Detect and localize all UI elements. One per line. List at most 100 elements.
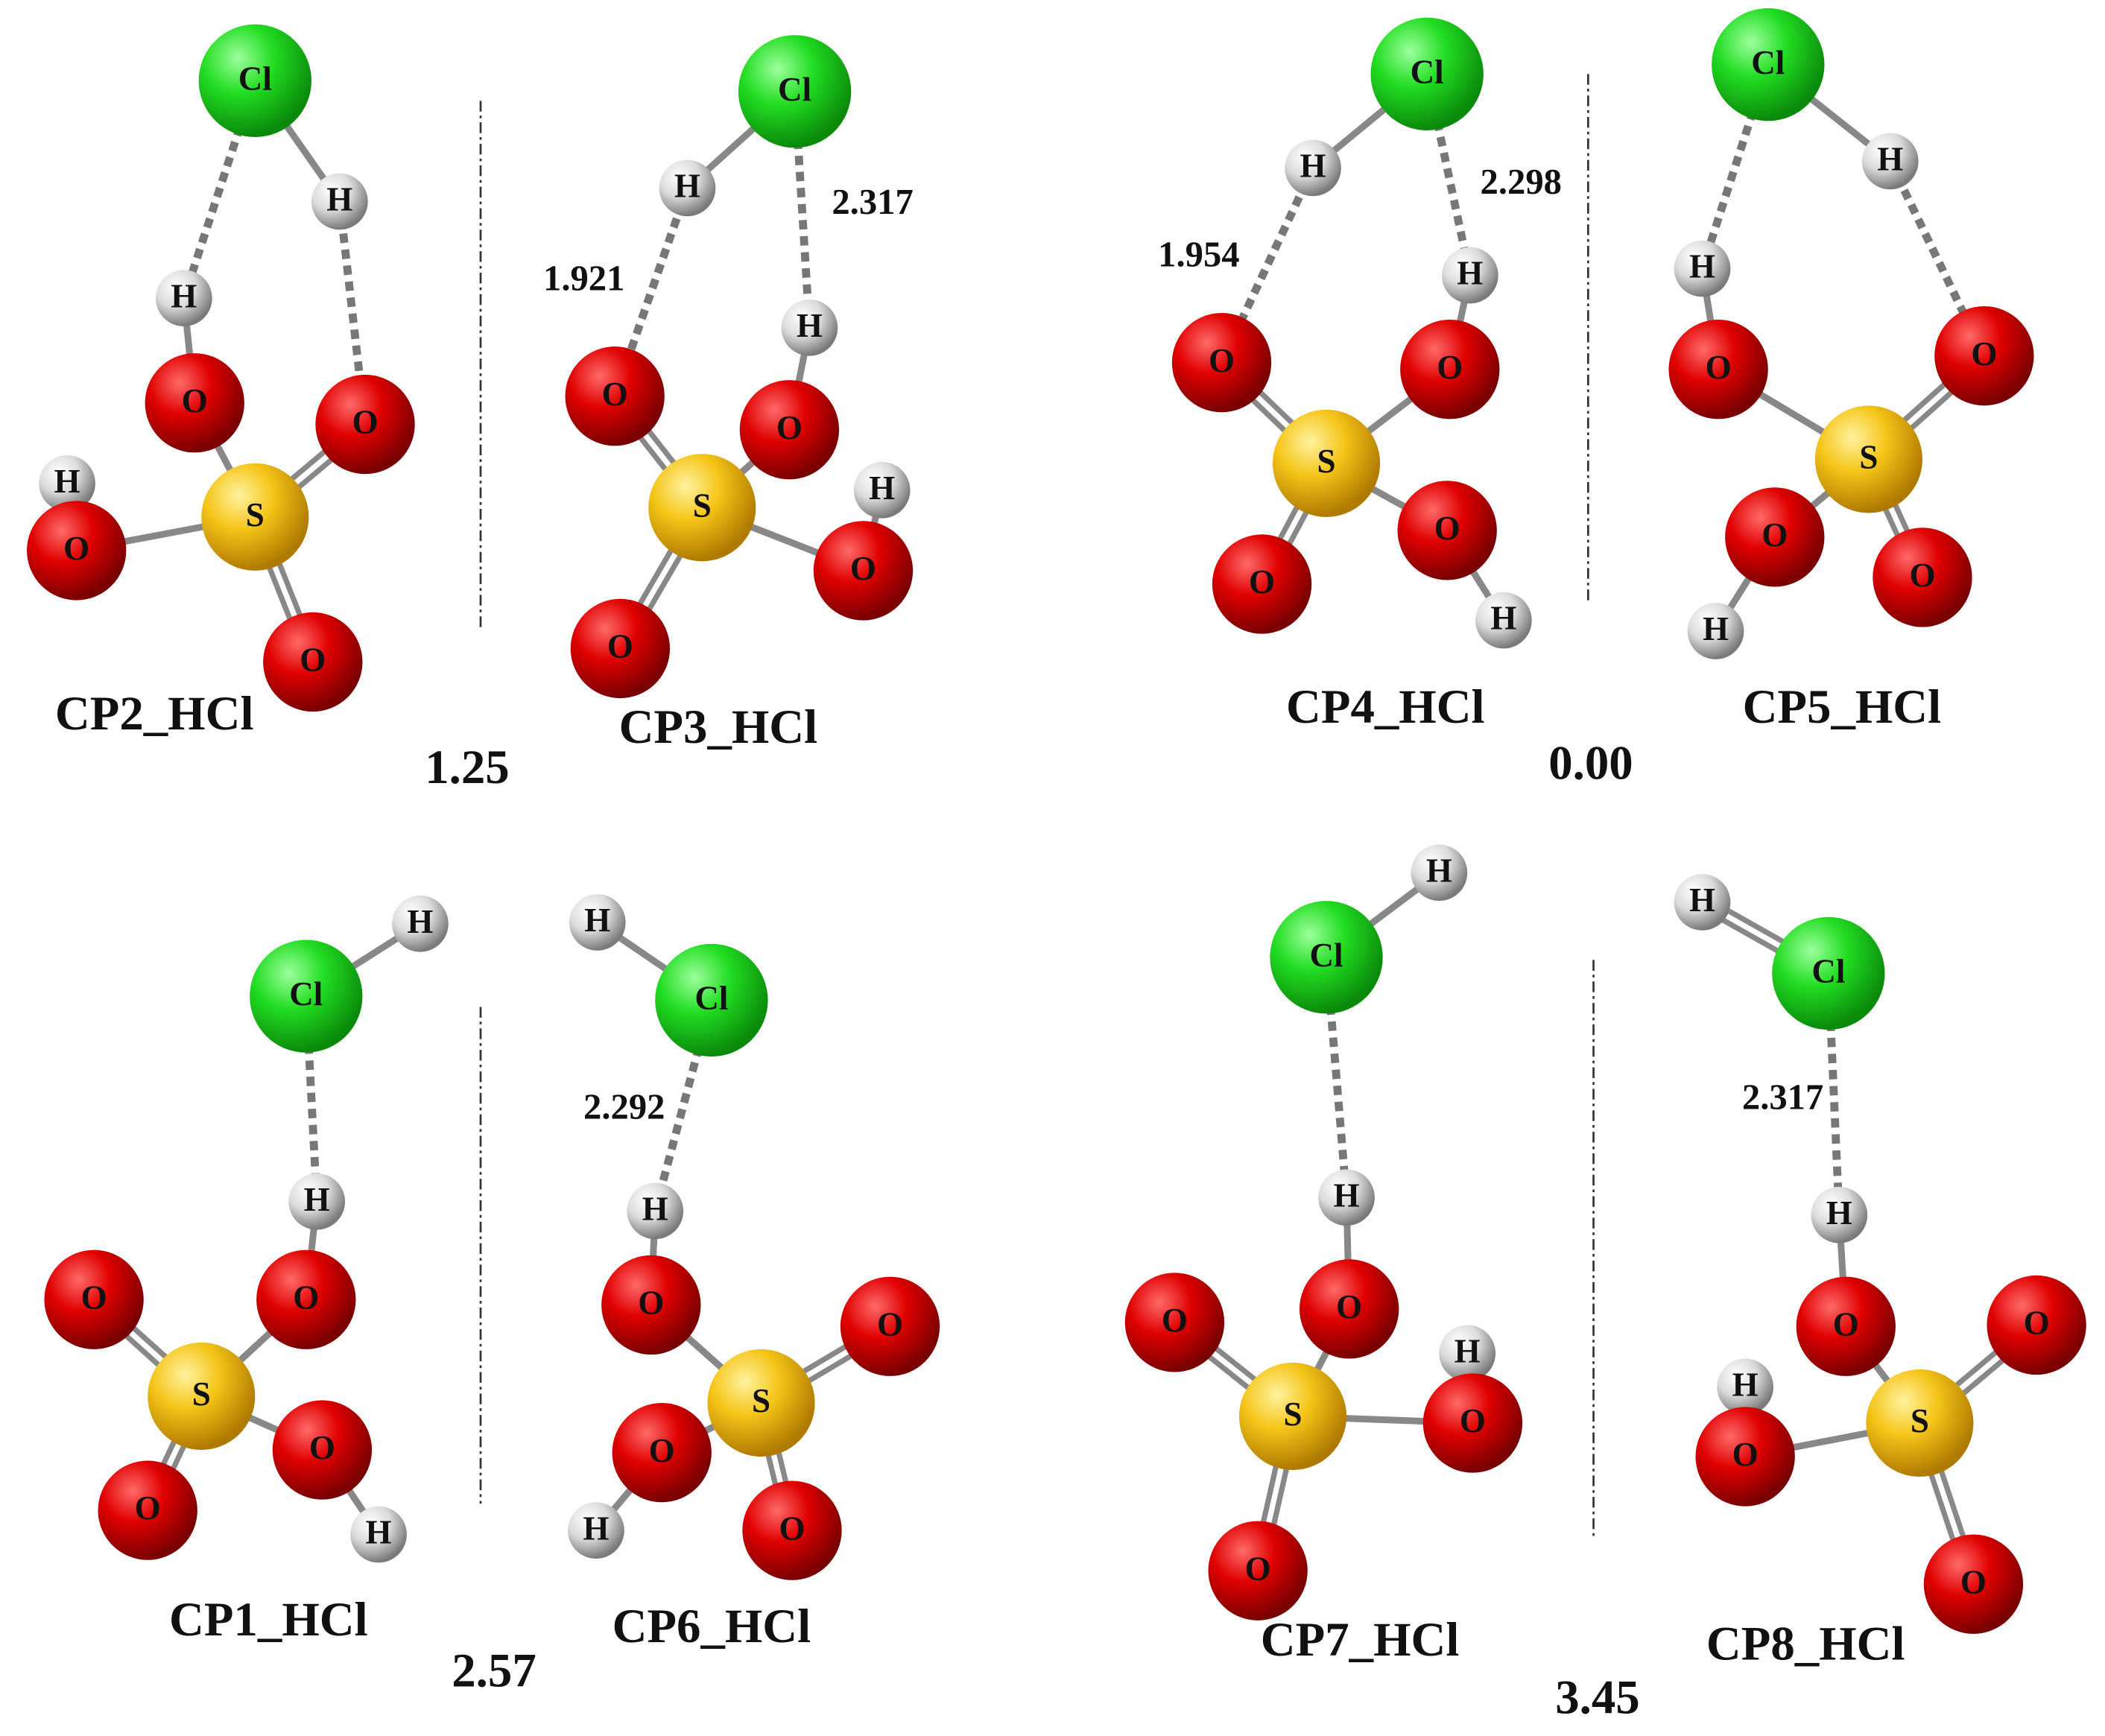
distance-label: 2.317 xyxy=(1742,1077,1823,1118)
atom xyxy=(570,598,671,699)
atom xyxy=(853,461,911,519)
atom-label: H xyxy=(1732,1366,1759,1403)
atom xyxy=(648,454,756,562)
atom-label: O xyxy=(1706,349,1732,386)
atom xyxy=(1987,1275,2086,1375)
atom-label: O xyxy=(776,409,803,446)
atom xyxy=(350,1506,407,1563)
atom-label: S xyxy=(693,487,712,524)
atom xyxy=(1212,534,1312,634)
atom xyxy=(659,159,716,217)
distance-label: 2.317 xyxy=(832,182,913,222)
atom-label: H xyxy=(54,463,80,500)
atom xyxy=(198,24,311,137)
atom xyxy=(1923,1534,2024,1634)
molecule: Cl H H O O S O O H 1.954 2.298 CP4_HCl xyxy=(1158,17,1562,734)
atom xyxy=(1441,247,1498,304)
atom-label: O xyxy=(779,1510,805,1547)
atom-label: S xyxy=(1911,1402,1929,1439)
atom xyxy=(655,943,768,1057)
atom-label: H xyxy=(1689,881,1715,919)
molecule: H Cl H O O S O H O 2.292 CP6_HCl xyxy=(568,894,940,1653)
atom-label: H xyxy=(1490,600,1516,637)
atom-label: O xyxy=(352,404,379,441)
atom-label: O xyxy=(638,1284,664,1322)
atom-label: O xyxy=(1460,1402,1486,1439)
atom xyxy=(1668,320,1768,419)
atom-label: O xyxy=(1245,1550,1271,1587)
relative-energy: 2.57 xyxy=(452,1644,536,1698)
atom-label: O xyxy=(182,382,208,419)
atom xyxy=(813,521,914,621)
relative-energy: 0.00 xyxy=(1548,737,1633,791)
atom xyxy=(288,1173,346,1230)
atom xyxy=(1272,409,1381,517)
atom-label: O xyxy=(1249,563,1275,601)
atom-label: O xyxy=(1971,335,1997,373)
atom-label: H xyxy=(1877,141,1903,178)
atom-label: S xyxy=(192,1375,211,1413)
atom xyxy=(738,35,852,148)
molecule-label: CP3_HCl xyxy=(619,700,818,754)
atom xyxy=(1300,1259,1399,1359)
atom xyxy=(1712,8,1825,121)
atom xyxy=(250,940,363,1053)
atom-label: O xyxy=(1761,516,1788,554)
relative-energy: 1.25 xyxy=(425,741,509,794)
atom-label: H xyxy=(674,168,700,205)
molecule-label: CP2_HCl xyxy=(55,687,254,741)
atom xyxy=(612,1402,712,1503)
atom-label: H xyxy=(304,1181,330,1218)
atom-label: H xyxy=(326,181,352,218)
hydrogen-bond xyxy=(335,200,370,425)
atom xyxy=(1796,1276,1896,1376)
atom xyxy=(1772,916,1885,1030)
molecule-label: CP5_HCl xyxy=(1743,680,1942,734)
atom xyxy=(1270,901,1383,1014)
atom xyxy=(1285,139,1341,197)
atom-label: H xyxy=(1457,255,1483,292)
atom-label: H xyxy=(1334,1176,1360,1214)
atom xyxy=(1400,320,1500,419)
atom xyxy=(1422,1373,1523,1473)
molecule-label: CP1_HCl xyxy=(169,1593,368,1647)
atom-label: O xyxy=(850,550,876,587)
molecule-label: CP7_HCl xyxy=(1261,1613,1460,1667)
atom xyxy=(1934,306,2034,406)
atom xyxy=(256,1249,356,1349)
atom xyxy=(627,1182,684,1240)
distance-label: 2.292 xyxy=(583,1086,665,1127)
atom xyxy=(1238,1362,1347,1471)
atom-label: O xyxy=(293,1279,319,1316)
relative-energy: 3.45 xyxy=(1555,1671,1639,1725)
atom-label: H xyxy=(1454,1332,1481,1369)
atom xyxy=(1439,1325,1496,1382)
atom xyxy=(1208,1521,1308,1621)
atom xyxy=(565,346,665,446)
atom-label: O xyxy=(1209,342,1235,379)
atom-label: H xyxy=(1426,852,1452,889)
molecule-label: CP6_HCl xyxy=(612,1600,811,1653)
atom xyxy=(272,1400,373,1500)
atom-label: O xyxy=(2024,1305,2050,1342)
atom-label: O xyxy=(300,642,326,679)
atom-label: H xyxy=(583,1510,609,1547)
atom-label: O xyxy=(1909,557,1935,594)
atom-label: Cl xyxy=(694,980,728,1017)
atom-label: H xyxy=(366,1514,392,1551)
atom-label: S xyxy=(1283,1396,1302,1433)
atom xyxy=(1687,603,1744,659)
atom-label: O xyxy=(649,1432,675,1469)
atom-label: O xyxy=(1833,1305,1859,1343)
atom-label: O xyxy=(135,1489,161,1527)
distance-label: 1.921 xyxy=(543,259,624,299)
atom-label: O xyxy=(1960,1563,1987,1600)
separators xyxy=(479,74,1595,1538)
atom xyxy=(1411,844,1468,902)
atom-label: Cl xyxy=(1751,44,1785,81)
atom xyxy=(568,1502,624,1559)
atom xyxy=(1814,405,1922,513)
atom xyxy=(201,463,309,571)
atom-label: O xyxy=(1336,1288,1362,1325)
